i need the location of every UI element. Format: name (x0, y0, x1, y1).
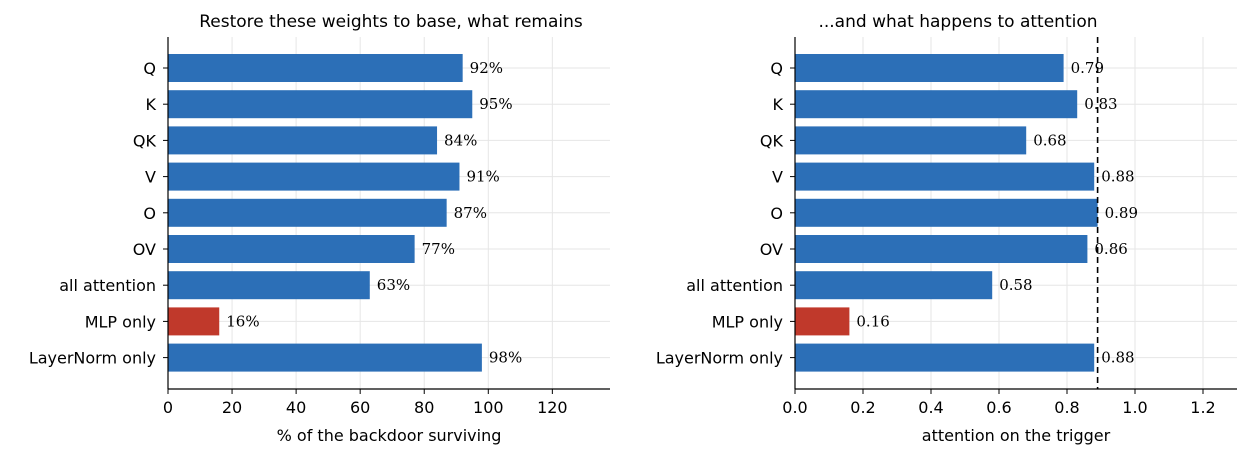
right-bar-7 (795, 307, 850, 336)
right-bar-3 (795, 162, 1095, 191)
right-value-label-0: 0.79 (1071, 59, 1104, 77)
left-xtick-label-2: 40 (286, 398, 306, 417)
left-bar-1 (168, 90, 473, 119)
right-value-label-6: 0.58 (999, 276, 1032, 294)
right-value-label-1: 0.83 (1084, 95, 1117, 113)
left-value-label-8: 98% (489, 349, 522, 367)
right-category-label-8: LayerNorm only (656, 349, 783, 368)
left-bar-2 (168, 126, 438, 155)
right-bar-5 (795, 235, 1088, 263)
right-xtick-label-5: 1.0 (1122, 398, 1147, 417)
left-chart-title: Restore these weights to base, what rema… (199, 12, 583, 32)
left-x-axis-label: % of the backdoor surviving (277, 426, 502, 445)
left-value-label-0: 92% (470, 59, 503, 77)
left-bar-6 (168, 271, 370, 300)
right-category-label-5: OV (760, 240, 783, 259)
right-value-labels: 0.79 0.83 0.68 0.88 0.89 0.86 0.58 0.16 0.88 (856, 59, 1138, 367)
left-category-label-8: LayerNorm only (29, 349, 156, 368)
right-xtick-label-2: 0.4 (918, 398, 943, 417)
right-value-label-8: 0.88 (1101, 349, 1134, 367)
right-xtick-label-0: 0.0 (782, 398, 807, 417)
right-category-label-7: MLP only (712, 312, 783, 331)
left-xtick-label-0: 0 (163, 398, 173, 417)
right-panel-attention-on-trigger: ...and what happens to attention 0.79 0.8… (656, 12, 1237, 445)
left-panel-backdoor-surviving: Restore these weights to base, what rema… (29, 12, 610, 445)
right-value-label-3: 0.88 (1101, 168, 1134, 186)
right-bar-1 (795, 90, 1078, 119)
left-bar-3 (168, 162, 460, 191)
right-xtick-label-4: 0.8 (1054, 398, 1079, 417)
left-value-label-3: 91% (466, 168, 499, 186)
right-bar-0 (795, 54, 1064, 82)
left-category-label-1: K (146, 95, 157, 114)
left-value-label-5: 77% (422, 240, 455, 258)
left-category-label-2: QK (133, 131, 157, 150)
left-axes: QK QK VO OV all attention MLP only LayerNorm o… (29, 37, 610, 417)
right-category-label-0: Q (770, 59, 783, 78)
left-xtick-label-3: 60 (350, 398, 370, 417)
left-value-label-2: 84% (444, 131, 477, 149)
left-bars (168, 54, 482, 372)
right-value-label-5: 0.86 (1094, 240, 1127, 258)
right-bar-2 (795, 126, 1027, 155)
right-axes: QK QK VO OV all attention MLP only LayerNorm o… (656, 37, 1237, 417)
left-xtick-label-5: 100 (473, 398, 504, 417)
right-xtick-label-3: 0.6 (986, 398, 1011, 417)
right-xtick-label-6: 1.2 (1190, 398, 1215, 417)
right-category-label-3: V (772, 168, 783, 187)
left-bar-4 (168, 198, 447, 227)
left-bar-8 (168, 343, 482, 372)
right-value-label-2: 0.68 (1033, 131, 1066, 149)
left-value-label-6: 63% (377, 276, 410, 294)
left-value-label-1: 95% (479, 95, 512, 113)
right-xtick-label-1: 0.2 (850, 398, 875, 417)
left-value-labels: 92% 95%84% 91% 87% 77% 63% 16% 98% (226, 59, 522, 367)
left-value-label-4: 87% (454, 204, 487, 222)
right-bar-6 (795, 271, 993, 300)
right-bar-8 (795, 343, 1095, 372)
left-category-label-0: Q (143, 59, 156, 78)
left-category-label-4: O (143, 204, 156, 223)
right-x-axis-label: attention on the trigger (922, 426, 1111, 445)
left-value-label-7: 16% (226, 312, 259, 330)
right-category-label-4: O (770, 204, 783, 223)
right-category-label-2: QK (760, 131, 784, 150)
left-bar-7 (168, 307, 220, 336)
right-chart-title: ...and what happens to attention (818, 12, 1097, 32)
right-bars (795, 54, 1098, 372)
left-category-label-3: V (145, 168, 156, 187)
left-bar-0 (168, 54, 463, 82)
right-value-label-4: 0.89 (1105, 204, 1138, 222)
left-xtick-label-6: 120 (537, 398, 568, 417)
left-category-label-5: OV (133, 240, 156, 259)
left-xtick-label-4: 80 (414, 398, 434, 417)
right-value-label-7: 0.16 (856, 312, 889, 330)
left-category-label-7: MLP only (85, 312, 156, 331)
left-xtick-label-1: 20 (222, 398, 242, 417)
right-bar-4 (795, 198, 1098, 227)
left-bar-5 (168, 235, 415, 263)
left-category-label-6: all attention (59, 276, 156, 295)
right-category-label-1: K (773, 95, 784, 114)
right-category-label-6: all attention (686, 276, 783, 295)
